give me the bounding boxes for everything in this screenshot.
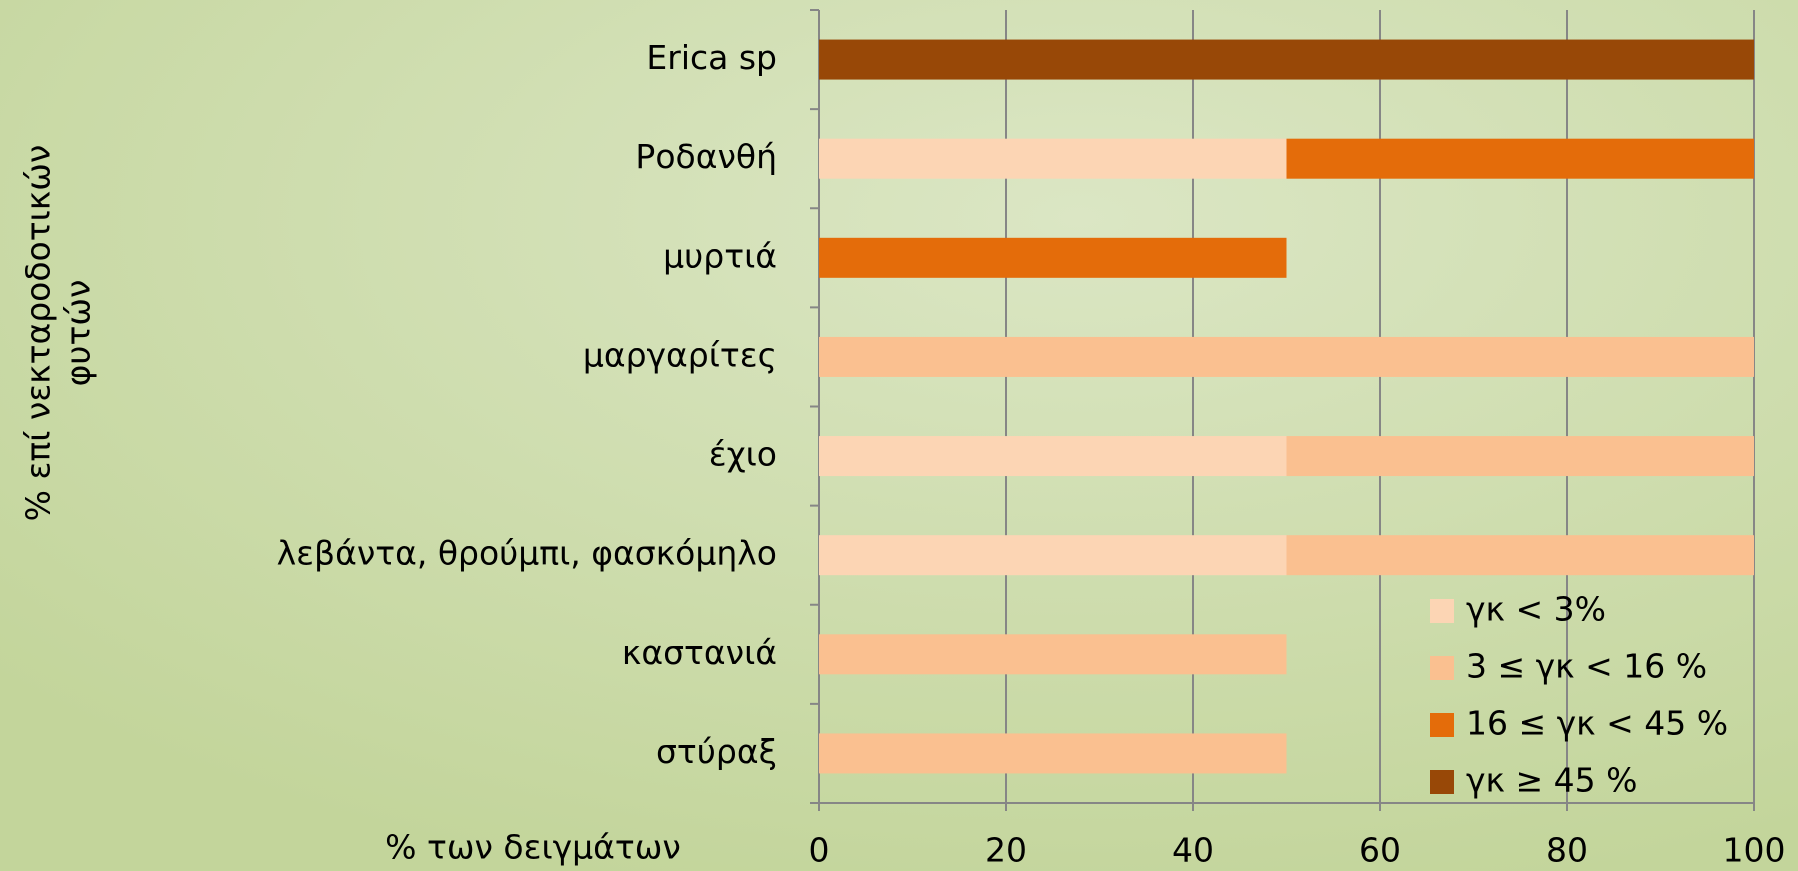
bar-segment (1286, 138, 1754, 179)
bar-segment (819, 733, 1287, 774)
y-axis-title: % επί νεκταροδοτικών (19, 145, 58, 522)
x-tick-label: 80 (1546, 831, 1588, 870)
bar-segment (1286, 535, 1754, 576)
x-axis-title: % των δειγμάτων (385, 828, 681, 867)
bar-segment (819, 436, 1287, 477)
bar-segment (819, 634, 1287, 675)
legend-label: γκ < 3% (1466, 590, 1606, 629)
bar-segment (819, 138, 1287, 179)
bar-segment (819, 237, 1287, 278)
x-tick-label: 20 (985, 831, 1027, 870)
y-tick-label: λεβάντα, θρούμπι, φασκόμηλο (277, 534, 777, 573)
y-tick-label: Ροδανθή (635, 137, 777, 176)
y-tick-label: μαργαρίτες (583, 335, 777, 374)
x-tick-label: 100 (1723, 831, 1786, 870)
bar-segment (1286, 436, 1754, 477)
y-tick-label: στύραξ (656, 732, 777, 771)
x-tick-label: 40 (1172, 831, 1214, 870)
y-tick-label: Erica sp (646, 38, 777, 77)
legend-swatch (1430, 770, 1454, 794)
legend-swatch (1430, 599, 1454, 623)
legend-label: 16 ≤ γκ < 45 % (1466, 704, 1728, 743)
y-tick-label: έχιο (709, 435, 777, 474)
y-tick-label: καστανιά (622, 633, 777, 672)
legend-label: 3 ≤ γκ < 16 % (1466, 647, 1707, 686)
x-tick-label: 0 (809, 831, 830, 870)
x-tick-label: 60 (1359, 831, 1401, 870)
legend-label: γκ ≥ 45 % (1466, 761, 1637, 800)
bar-segment (819, 535, 1287, 576)
bar-segment (819, 39, 1754, 80)
legend-swatch (1430, 713, 1454, 737)
legend-swatch (1430, 656, 1454, 680)
y-axis-title: φυτών (59, 280, 98, 387)
bar-segment (819, 336, 1754, 377)
y-tick-label: μυρτιά (663, 236, 777, 275)
